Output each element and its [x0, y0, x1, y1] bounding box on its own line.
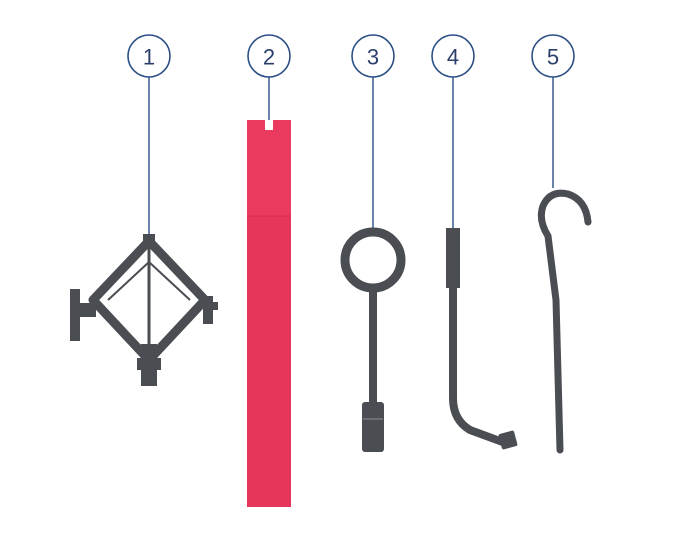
callout-1: 1	[127, 34, 171, 236]
callout-1-number: 1	[143, 45, 155, 70]
towing-hook-illustration	[537, 189, 592, 454]
wheel-brace-illustration	[446, 228, 518, 450]
callout-5-number: 5	[547, 45, 559, 70]
callout-2-number: 2	[263, 45, 275, 70]
scissor-jack-illustration	[70, 234, 218, 386]
callout-4: 4	[431, 34, 475, 230]
callout-2: 2	[247, 34, 291, 130]
callout-3: 3	[351, 34, 395, 232]
tool-bag-illustration	[247, 120, 291, 507]
callout-5: 5	[531, 34, 575, 188]
callout-3-number: 3	[367, 45, 379, 70]
callout-4-number: 4	[447, 45, 459, 70]
ring-handle-wrench-illustration	[340, 227, 406, 452]
